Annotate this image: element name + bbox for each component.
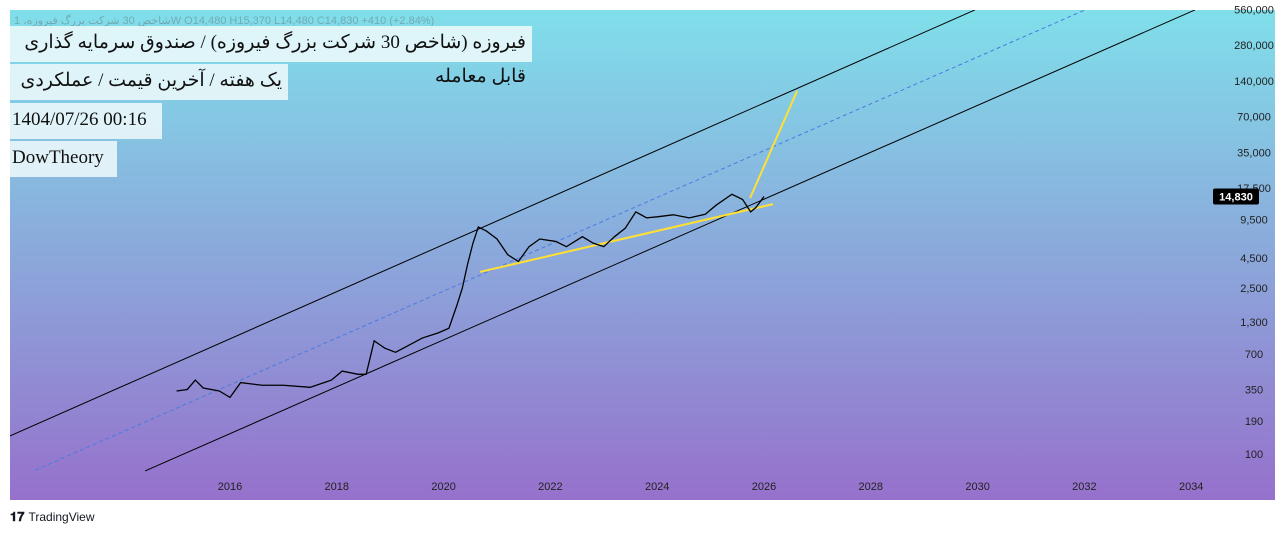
ohlc-legend: شاخص 30 شرکت بزرگ فیروزه، 1W O14,480 H15… xyxy=(14,15,435,27)
y-tick-label: 35,000 xyxy=(1237,147,1271,159)
y-tick-label: 9,500 xyxy=(1240,214,1268,226)
x-tick-label: 2034 xyxy=(1179,481,1203,493)
x-tick-label: 2026 xyxy=(752,481,776,493)
last-price-label: 14,830 xyxy=(1219,192,1253,204)
y-tick-label: 350 xyxy=(1245,384,1263,396)
x-tick-label: 2028 xyxy=(859,481,883,493)
brand-name: TradingView xyxy=(28,510,95,524)
tradingview-logo[interactable]: 𝟏𝟕 TradingView xyxy=(10,509,95,525)
trendline-3[interactable] xyxy=(479,203,774,273)
x-tick-label: 2020 xyxy=(431,481,455,493)
y-tick-label: 2,500 xyxy=(1240,283,1268,295)
x-tick-label: 2032 xyxy=(1072,481,1096,493)
trendline-2[interactable] xyxy=(144,10,1196,472)
x-tick-label: 2030 xyxy=(965,481,989,493)
trendline-4[interactable] xyxy=(749,90,799,199)
price-series xyxy=(176,193,765,399)
trendline-1[interactable] xyxy=(34,10,1086,471)
y-tick-label: 280,000 xyxy=(1234,40,1274,52)
y-tick-label: 140,000 xyxy=(1234,76,1274,88)
tradingview-icon: 𝟏𝟕 xyxy=(10,509,25,524)
x-tick-label: 2022 xyxy=(538,481,562,493)
trendline-0[interactable] xyxy=(10,10,976,437)
last-price-badge xyxy=(1213,188,1259,205)
chart-subtitle: یک هفته / آخرین قیمت / عملکردی xyxy=(10,64,288,100)
y-tick-label: 1,300 xyxy=(1240,317,1268,329)
y-tick-label: 70,000 xyxy=(1237,112,1271,124)
x-tick-label: 2018 xyxy=(325,481,349,493)
chart-datetime: 1404/07/26 00:16 xyxy=(10,103,162,139)
chart-author: DowTheory xyxy=(10,141,117,177)
y-tick-label: 560,000 xyxy=(1234,4,1274,16)
x-tick-label: 2024 xyxy=(645,481,669,493)
y-tick-label: 190 xyxy=(1245,416,1263,428)
y-tick-label: 4,500 xyxy=(1240,253,1268,265)
y-tick-label: 100 xyxy=(1245,449,1263,461)
chart-title: فیروزه (شاخص 30 شرکت بزرگ فیروزه) / صندو… xyxy=(10,26,532,87)
x-tick-label: 2016 xyxy=(218,481,242,493)
y-tick-label: 700 xyxy=(1245,349,1263,361)
